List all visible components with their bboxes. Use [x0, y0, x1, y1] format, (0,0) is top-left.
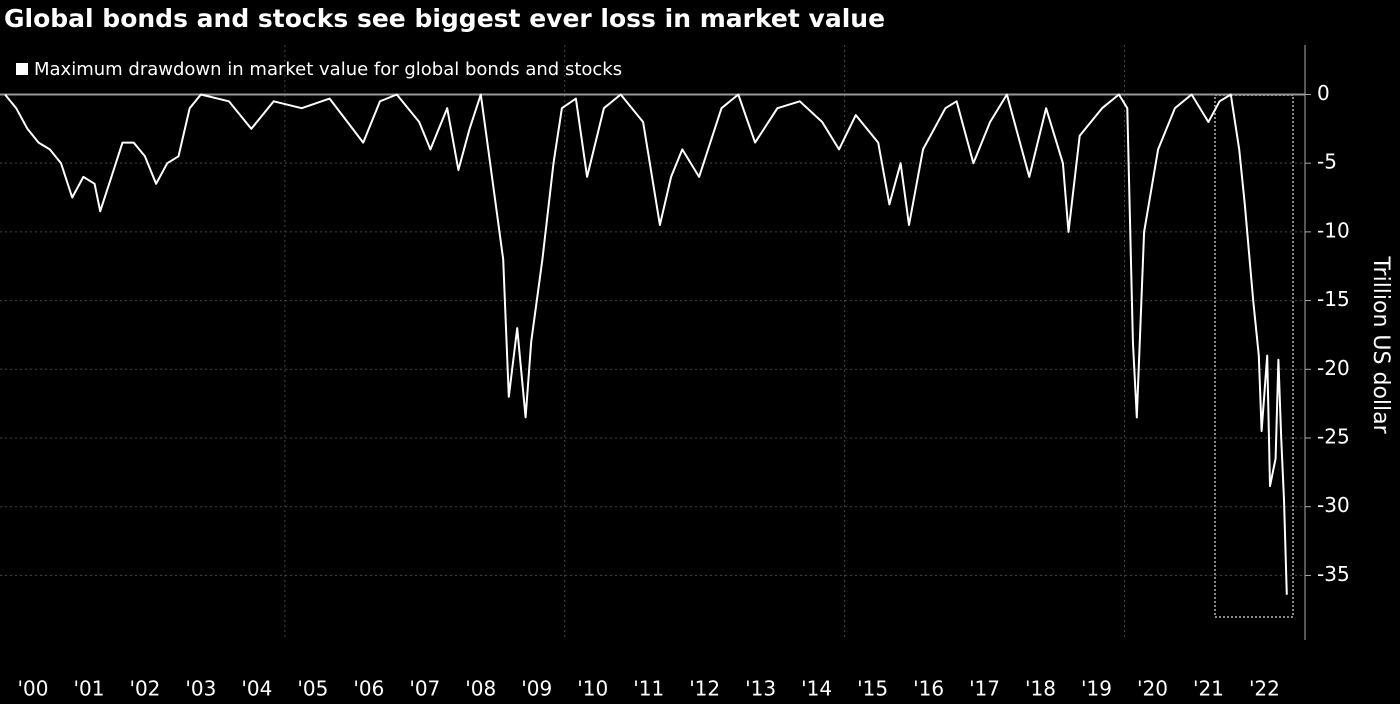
x-tick-label: '12: [689, 677, 720, 701]
x-tick-label: '01: [73, 677, 104, 701]
x-tick-label: '04: [241, 677, 272, 701]
y-tick-label: -20: [1317, 356, 1350, 380]
x-tick-label: '16: [913, 677, 944, 701]
x-tick-label: '15: [857, 677, 888, 701]
highlight-box: [1214, 94, 1294, 618]
x-tick-label: '11: [633, 677, 664, 701]
x-tick-label: '21: [1193, 677, 1224, 701]
x-tick-label: '00: [18, 677, 49, 701]
x-tick-label: '07: [409, 677, 440, 701]
y-tick-label: -25: [1317, 425, 1350, 449]
line-series: [4, 93, 1288, 595]
legend-swatch: [16, 63, 28, 75]
x-tick-label: '20: [1137, 677, 1168, 701]
x-tick-label: '03: [185, 677, 216, 701]
x-tick-label: '14: [801, 677, 832, 701]
x-tick-label: '17: [969, 677, 1000, 701]
x-tick-label: '02: [129, 677, 160, 701]
x-tick-label: '09: [521, 677, 552, 701]
y-tick-label: -35: [1317, 562, 1350, 586]
y-tick-label: 0: [1317, 81, 1330, 105]
x-tick-label: '05: [297, 677, 328, 701]
y-tick-label: -15: [1317, 287, 1350, 311]
x-tick-label: '06: [353, 677, 384, 701]
x-tick-label: '10: [577, 677, 608, 701]
chart-title: Global bonds and stocks see biggest ever…: [4, 4, 885, 33]
x-tick-label: '18: [1025, 677, 1056, 701]
y-tick-label: -10: [1317, 218, 1350, 242]
y-tick-label: -30: [1317, 493, 1350, 517]
x-tick-label: '08: [465, 677, 496, 701]
x-tick-label: '22: [1249, 677, 1280, 701]
y-axis-label: Trillion US dollar: [1368, 255, 1393, 434]
y-tick-label: -5: [1317, 150, 1337, 174]
x-tick-label: '13: [745, 677, 776, 701]
legend-label: Maximum drawdown in market value for glo…: [34, 59, 622, 80]
x-tick-label: '19: [1081, 677, 1112, 701]
